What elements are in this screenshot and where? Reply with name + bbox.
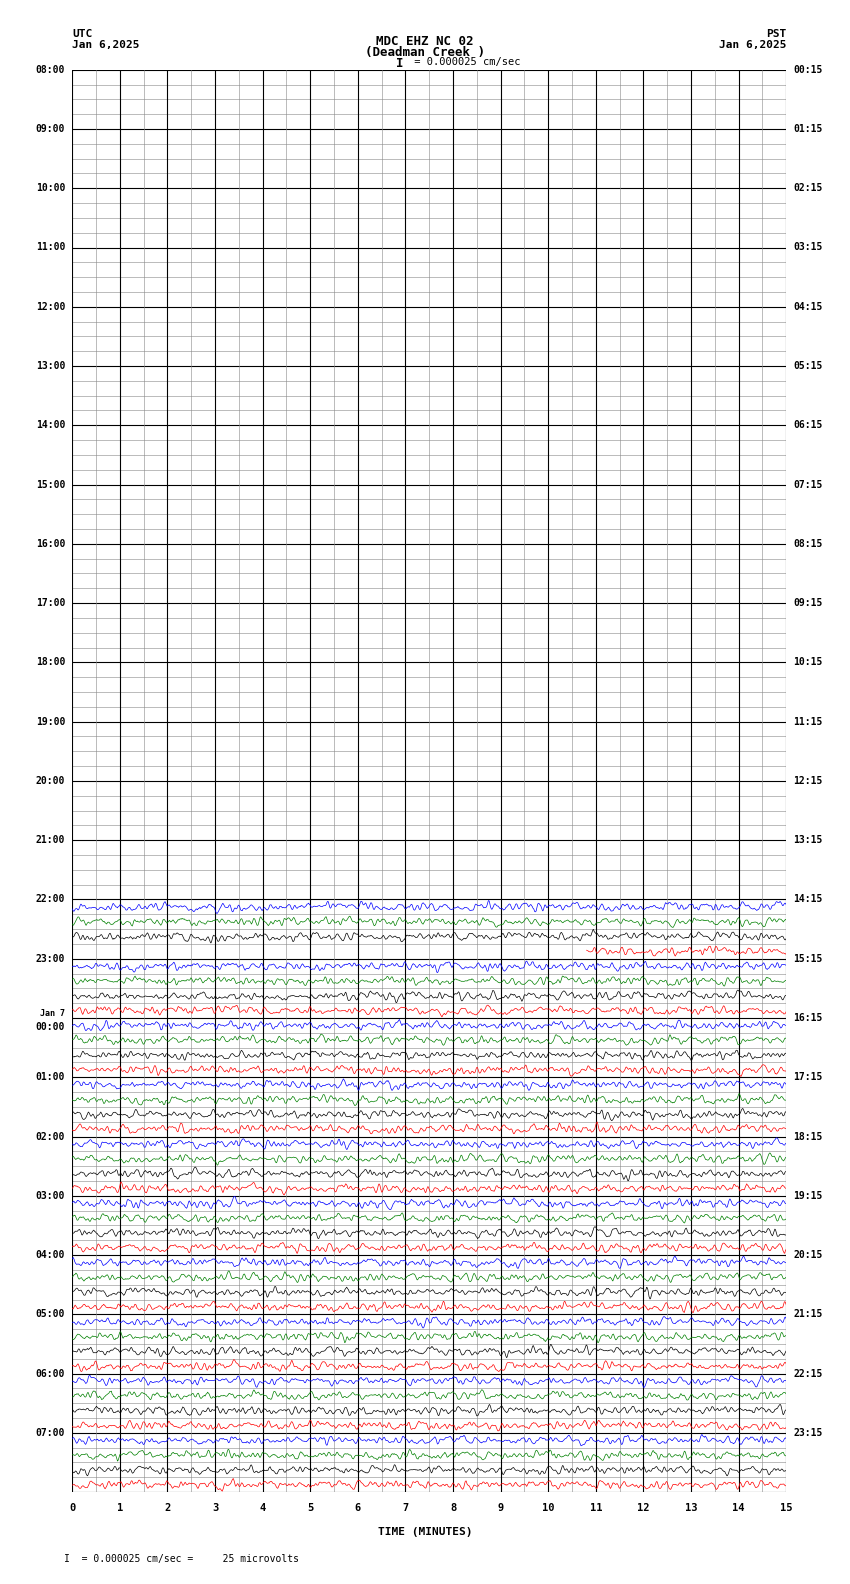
Text: 23:15: 23:15 bbox=[793, 1427, 823, 1438]
Text: 2: 2 bbox=[164, 1503, 171, 1513]
Text: Jan 6,2025: Jan 6,2025 bbox=[72, 40, 139, 49]
Text: 02:00: 02:00 bbox=[36, 1131, 65, 1142]
Text: 11:15: 11:15 bbox=[793, 716, 823, 727]
Text: 15: 15 bbox=[780, 1503, 792, 1513]
Text: 3: 3 bbox=[212, 1503, 218, 1513]
Text: 06:15: 06:15 bbox=[793, 420, 823, 431]
Text: 00:00: 00:00 bbox=[36, 1022, 65, 1033]
Text: 05:00: 05:00 bbox=[36, 1310, 65, 1319]
Text: 05:15: 05:15 bbox=[793, 361, 823, 371]
Text: 10:00: 10:00 bbox=[36, 184, 65, 193]
Text: Jan 6,2025: Jan 6,2025 bbox=[719, 40, 786, 49]
Text: 13:15: 13:15 bbox=[793, 835, 823, 846]
Text: 03:00: 03:00 bbox=[36, 1191, 65, 1201]
Text: 15:15: 15:15 bbox=[793, 954, 823, 963]
Text: Jan 7: Jan 7 bbox=[40, 1009, 65, 1019]
Text: 16:00: 16:00 bbox=[36, 539, 65, 548]
Text: 13: 13 bbox=[685, 1503, 697, 1513]
Text: 07:00: 07:00 bbox=[36, 1427, 65, 1438]
Text: 23:00: 23:00 bbox=[36, 954, 65, 963]
Text: 6: 6 bbox=[354, 1503, 361, 1513]
Text: 16:15: 16:15 bbox=[793, 1014, 823, 1023]
Text: 14: 14 bbox=[733, 1503, 745, 1513]
Text: 11:00: 11:00 bbox=[36, 242, 65, 252]
Text: 22:00: 22:00 bbox=[36, 895, 65, 904]
Text: 15:00: 15:00 bbox=[36, 480, 65, 489]
Text: 4: 4 bbox=[259, 1503, 266, 1513]
Text: 09:15: 09:15 bbox=[793, 599, 823, 608]
Text: 21:00: 21:00 bbox=[36, 835, 65, 846]
Text: 22:15: 22:15 bbox=[793, 1369, 823, 1378]
Text: (Deadman Creek ): (Deadman Creek ) bbox=[365, 46, 485, 59]
Text: 18:00: 18:00 bbox=[36, 657, 65, 667]
Text: 8: 8 bbox=[450, 1503, 456, 1513]
Text: 9: 9 bbox=[497, 1503, 504, 1513]
Text: 1: 1 bbox=[116, 1503, 123, 1513]
Text: I  = 0.000025 cm/sec =     25 microvolts: I = 0.000025 cm/sec = 25 microvolts bbox=[64, 1554, 298, 1563]
Text: 12:15: 12:15 bbox=[793, 776, 823, 786]
Text: 07:15: 07:15 bbox=[793, 480, 823, 489]
Text: 04:00: 04:00 bbox=[36, 1250, 65, 1259]
Text: = 0.000025 cm/sec: = 0.000025 cm/sec bbox=[408, 57, 520, 67]
Text: 06:00: 06:00 bbox=[36, 1369, 65, 1378]
Text: 20:15: 20:15 bbox=[793, 1250, 823, 1259]
Text: 13:00: 13:00 bbox=[36, 361, 65, 371]
Text: 14:00: 14:00 bbox=[36, 420, 65, 431]
Text: 19:15: 19:15 bbox=[793, 1191, 823, 1201]
Text: I: I bbox=[396, 57, 403, 70]
Text: 11: 11 bbox=[590, 1503, 602, 1513]
Text: 17:15: 17:15 bbox=[793, 1072, 823, 1082]
Text: 03:15: 03:15 bbox=[793, 242, 823, 252]
Text: 02:15: 02:15 bbox=[793, 184, 823, 193]
Text: 7: 7 bbox=[402, 1503, 409, 1513]
Text: 12: 12 bbox=[638, 1503, 649, 1513]
Text: MDC EHZ NC 02: MDC EHZ NC 02 bbox=[377, 35, 473, 48]
Text: 0: 0 bbox=[69, 1503, 76, 1513]
Text: 5: 5 bbox=[307, 1503, 314, 1513]
Text: 10:15: 10:15 bbox=[793, 657, 823, 667]
Text: TIME (MINUTES): TIME (MINUTES) bbox=[377, 1527, 473, 1536]
Text: PST: PST bbox=[766, 29, 786, 38]
Text: 18:15: 18:15 bbox=[793, 1131, 823, 1142]
Text: 04:15: 04:15 bbox=[793, 303, 823, 312]
Text: 10: 10 bbox=[542, 1503, 554, 1513]
Text: 09:00: 09:00 bbox=[36, 124, 65, 135]
Text: 21:15: 21:15 bbox=[793, 1310, 823, 1319]
Text: 00:15: 00:15 bbox=[793, 65, 823, 74]
Text: UTC: UTC bbox=[72, 29, 93, 38]
Text: 01:15: 01:15 bbox=[793, 124, 823, 135]
Text: 19:00: 19:00 bbox=[36, 716, 65, 727]
Text: 01:00: 01:00 bbox=[36, 1072, 65, 1082]
Text: 12:00: 12:00 bbox=[36, 303, 65, 312]
Text: 08:15: 08:15 bbox=[793, 539, 823, 548]
Text: 08:00: 08:00 bbox=[36, 65, 65, 74]
Text: 14:15: 14:15 bbox=[793, 895, 823, 904]
Text: 20:00: 20:00 bbox=[36, 776, 65, 786]
Text: 17:00: 17:00 bbox=[36, 599, 65, 608]
